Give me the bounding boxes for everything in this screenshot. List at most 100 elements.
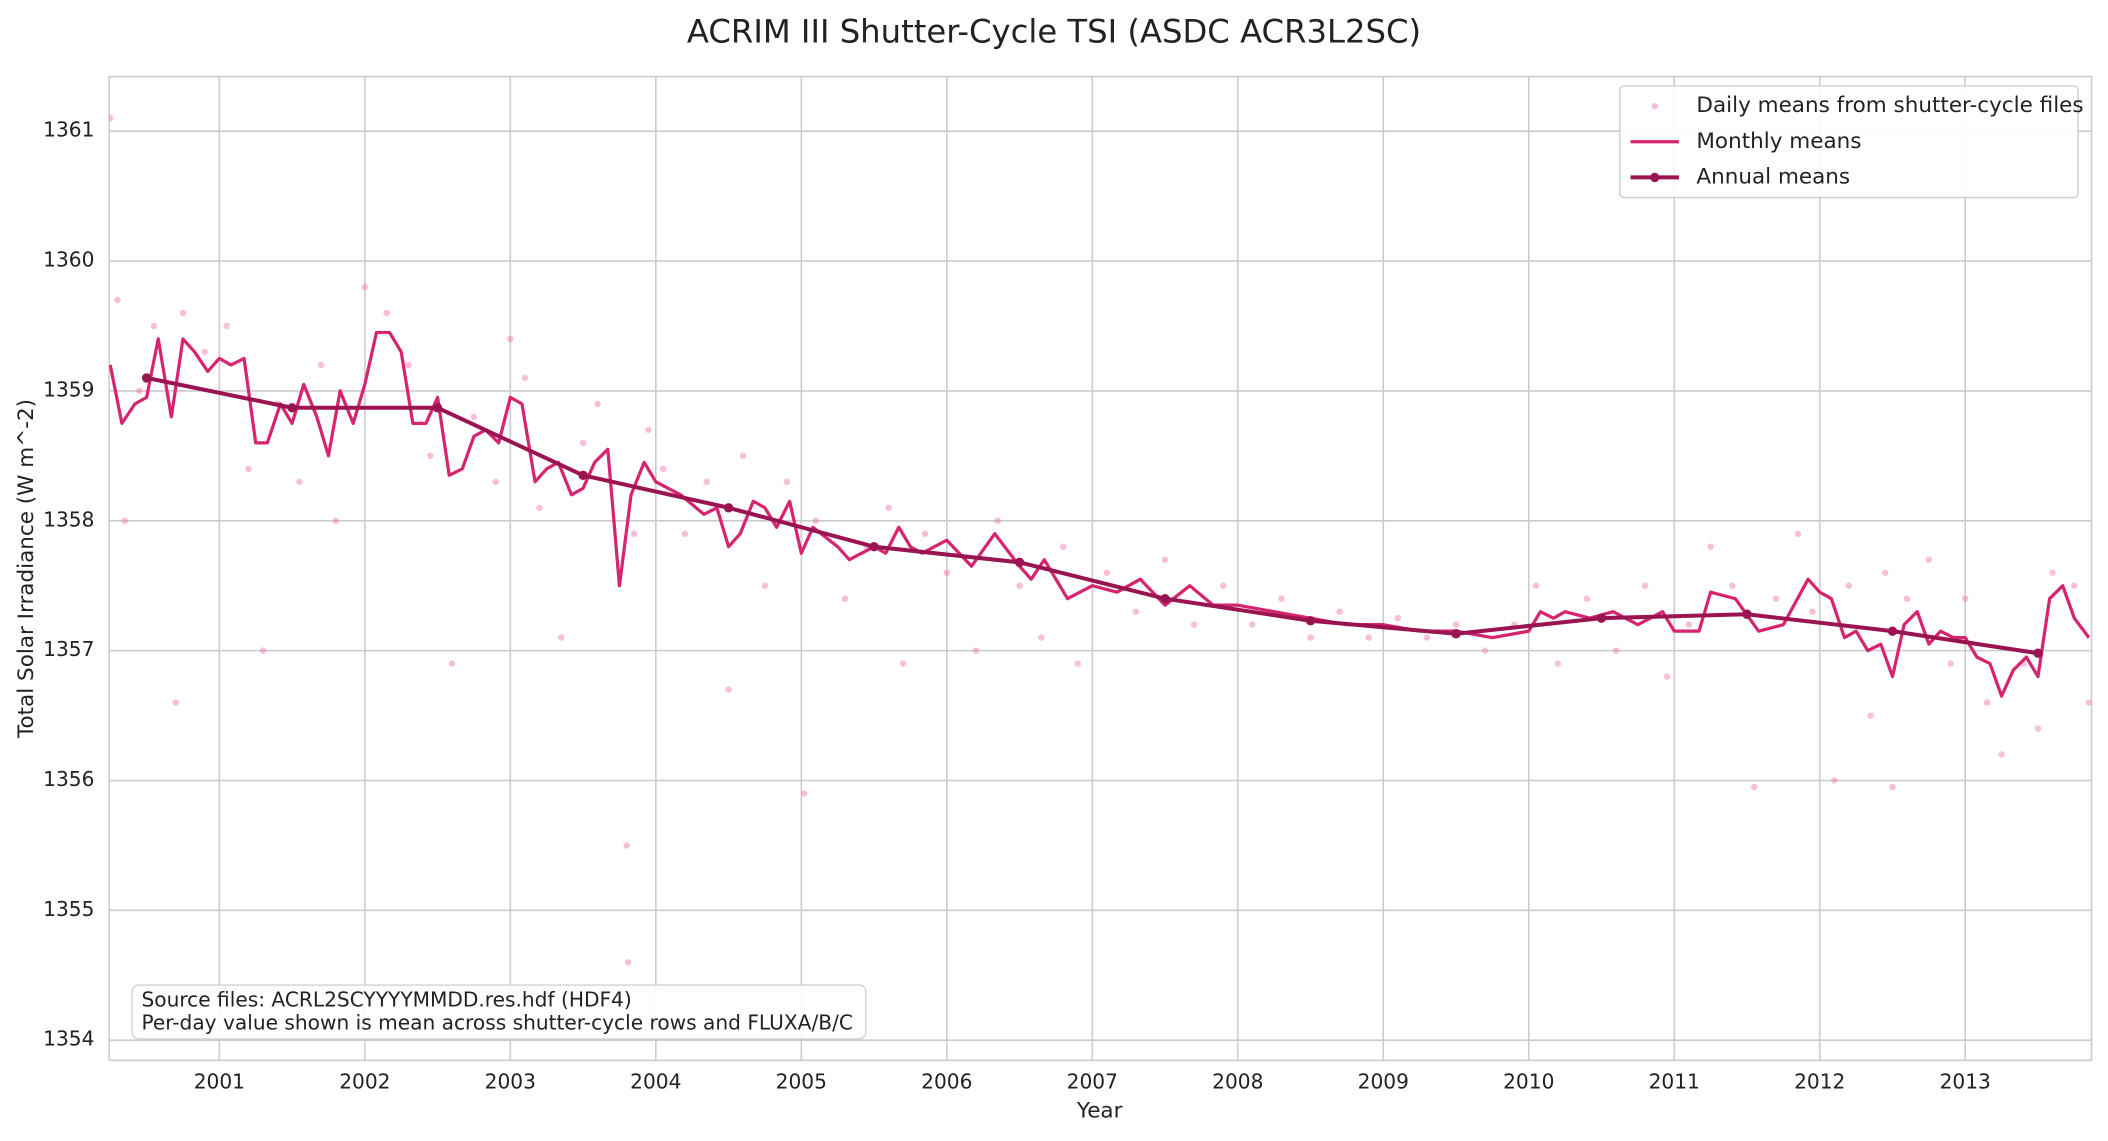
daily-point bbox=[1307, 634, 1314, 641]
daily-point bbox=[1016, 582, 1023, 589]
x-tick-label: 2003 bbox=[485, 1070, 536, 1094]
daily-point bbox=[1947, 660, 1954, 667]
x-tick-label: 2002 bbox=[339, 1070, 390, 1094]
annual-marker bbox=[1160, 593, 1170, 604]
annual-marker bbox=[1596, 613, 1607, 623]
annual-marker bbox=[141, 373, 152, 383]
annual-marker bbox=[287, 403, 297, 413]
daily-point bbox=[427, 452, 434, 460]
daily-point bbox=[1059, 543, 1067, 550]
daily-point bbox=[1583, 595, 1591, 602]
daily-point bbox=[405, 361, 412, 369]
daily-point bbox=[1132, 608, 1140, 615]
daily-point bbox=[1845, 582, 1853, 589]
daily-point bbox=[1394, 614, 1402, 622]
y-tick-label: 1356 bbox=[43, 767, 94, 791]
daily-point bbox=[1641, 582, 1649, 589]
daily-point bbox=[899, 660, 907, 667]
daily-point bbox=[448, 660, 456, 667]
daily-point bbox=[1751, 783, 1758, 791]
daily-point bbox=[1983, 699, 1991, 706]
daily-point bbox=[332, 517, 339, 524]
daily-point bbox=[521, 374, 529, 382]
daily-point bbox=[2049, 569, 2056, 576]
daily-point bbox=[1074, 660, 1081, 667]
annual-marker bbox=[869, 542, 879, 552]
daily-point bbox=[623, 842, 630, 849]
legend: Daily means from shutter-cycle files Mont… bbox=[1619, 85, 2084, 199]
daily-point bbox=[725, 686, 732, 693]
y-tick-label: 1358 bbox=[43, 507, 94, 531]
x-tick-label: 2006 bbox=[921, 1070, 972, 1094]
daily-point bbox=[201, 348, 209, 356]
daily-point bbox=[317, 361, 325, 369]
annual-marker bbox=[1305, 616, 1316, 626]
daily-point bbox=[2071, 582, 2078, 589]
daily-point bbox=[245, 465, 252, 473]
daily-point bbox=[1925, 556, 1933, 563]
daily-point bbox=[1809, 608, 1816, 615]
x-axis-label: Year bbox=[1076, 1098, 1123, 1123]
daily-point bbox=[1612, 647, 1620, 654]
annual-marker bbox=[1742, 609, 1752, 619]
daily-point bbox=[645, 426, 652, 434]
daily-point bbox=[703, 478, 710, 486]
daily-point bbox=[136, 387, 143, 395]
daily-point bbox=[1554, 660, 1562, 667]
daily-point bbox=[972, 647, 980, 654]
daily-point bbox=[109, 114, 114, 122]
annual-marker bbox=[1887, 626, 1898, 636]
x-tick-label: 2004 bbox=[630, 1070, 681, 1094]
daily-point bbox=[1532, 582, 1540, 589]
daily-point bbox=[783, 478, 790, 486]
marks bbox=[109, 114, 2092, 966]
annual-marker bbox=[578, 470, 588, 481]
daily-point bbox=[739, 452, 747, 460]
daily-point bbox=[223, 322, 230, 330]
daily-point bbox=[659, 465, 667, 473]
y-tick-label: 1359 bbox=[43, 377, 94, 401]
daily-point bbox=[1190, 621, 1198, 628]
daily-point bbox=[681, 530, 689, 537]
daily-point bbox=[761, 582, 769, 589]
daily-point bbox=[361, 283, 369, 291]
daily-point bbox=[921, 530, 929, 537]
daily-point bbox=[121, 517, 129, 524]
legend-label: Monthly means bbox=[1696, 129, 1861, 154]
y-axis-label: Total Solar Irradiance (W m^-2) bbox=[14, 399, 39, 739]
x-tick-label: 2001 bbox=[194, 1070, 245, 1094]
daily-point bbox=[1889, 783, 1896, 791]
daily-point bbox=[1881, 569, 1889, 576]
legend-box bbox=[1619, 85, 2079, 199]
legend-marker bbox=[1650, 172, 1660, 183]
annual-marker bbox=[723, 503, 734, 513]
daily-point bbox=[1663, 673, 1671, 680]
daily-point bbox=[1794, 530, 1802, 537]
y-tick-label: 1354 bbox=[43, 1027, 94, 1051]
daily-point bbox=[1161, 556, 1169, 563]
daily-point bbox=[943, 569, 951, 576]
daily-point bbox=[812, 517, 820, 524]
x-tick-label: 2007 bbox=[1067, 1070, 1118, 1094]
daily-point bbox=[1772, 595, 1780, 602]
annotation-line: Per-day value shown is mean across shutt… bbox=[141, 1011, 852, 1035]
daily-point bbox=[630, 530, 638, 537]
daily-point bbox=[1365, 634, 1372, 641]
grid bbox=[109, 76, 2092, 1061]
annual-marker bbox=[432, 403, 443, 413]
annual-marker bbox=[1451, 629, 1461, 639]
daily-point bbox=[2085, 699, 2092, 706]
daily-point bbox=[1336, 608, 1343, 615]
daily-point bbox=[594, 400, 601, 408]
daily-point bbox=[536, 504, 543, 511]
daily-point bbox=[1962, 595, 1969, 602]
daily-point bbox=[800, 790, 808, 797]
x-tick-label: 2009 bbox=[1358, 1070, 1409, 1094]
daily-point bbox=[259, 647, 267, 654]
annual-marker bbox=[2033, 648, 2043, 658]
daily-point bbox=[150, 322, 158, 330]
x-tick-label: 2011 bbox=[1649, 1070, 1700, 1094]
x-tick-label: 2012 bbox=[1794, 1070, 1845, 1094]
daily-point bbox=[1998, 751, 2005, 758]
annotation-box bbox=[131, 984, 867, 1040]
